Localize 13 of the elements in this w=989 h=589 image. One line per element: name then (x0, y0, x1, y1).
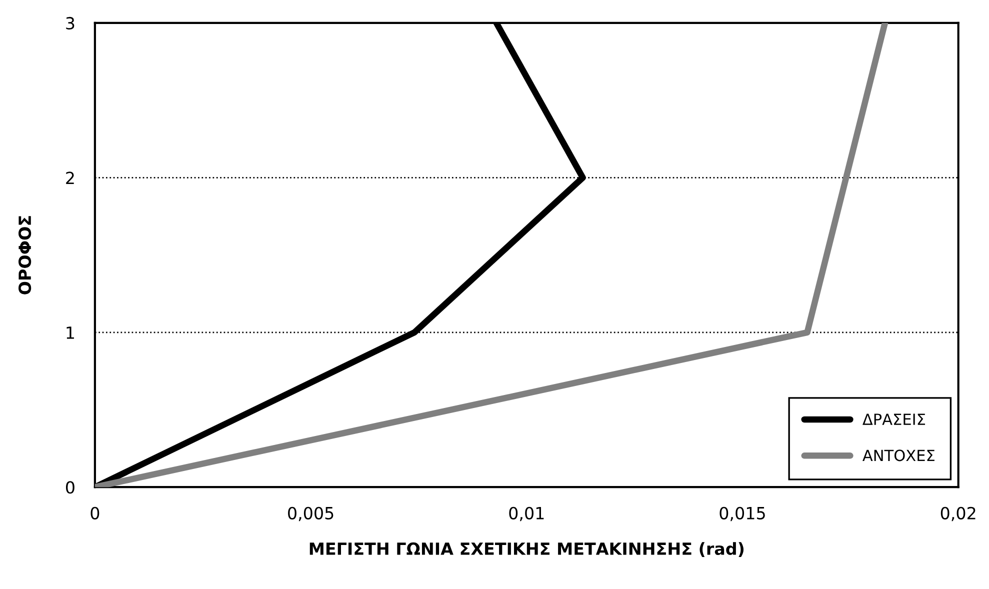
y-tick-label: 1 (66, 326, 74, 339)
y-tick-label: 3 (66, 16, 74, 30)
y-tick-label: 0 (66, 481, 74, 494)
legend-label: ΑΝΤΟΧΕΣ (862, 450, 934, 462)
x-tick-label: 0,01 (509, 506, 544, 522)
x-tick-label: 0,015 (720, 506, 765, 522)
x-axis-title: ΜΕΓΙΣΤΗ ΓΩΝΙΑ ΣΧΕΤΙΚΗΣ ΜΕΤΑΚΙΝΗΣΗΣ (rad) (310, 542, 744, 557)
legend-label: ΔΡΑΣΕΙΣ (862, 414, 926, 425)
x-tick-label: 0 (90, 506, 100, 520)
x-tick-label: 0,02 (940, 506, 976, 522)
y-axis-title: ΟΡΟΦΟΣ (18, 216, 32, 294)
y-tick-label: 2 (66, 172, 74, 184)
x-tick-label: 0,005 (288, 506, 334, 522)
